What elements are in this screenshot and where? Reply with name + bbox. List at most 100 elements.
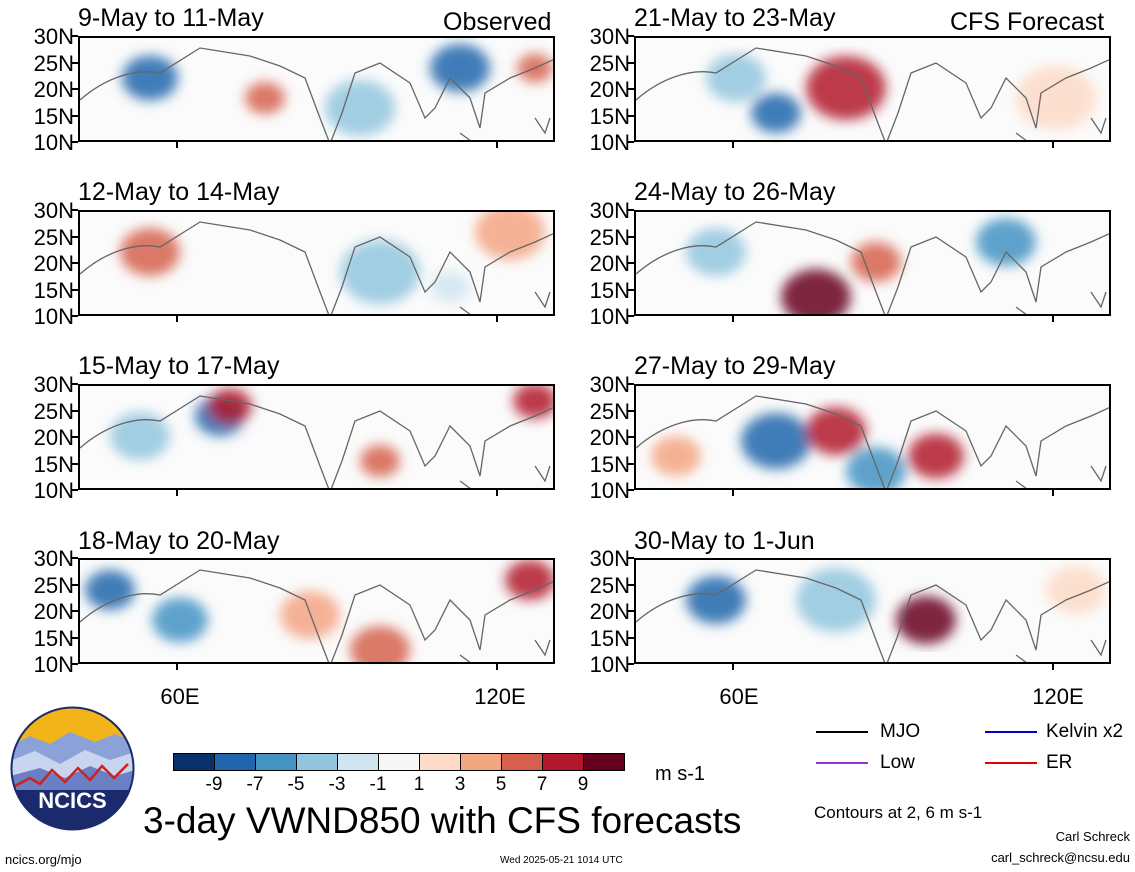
lat-tick-label: 15N <box>589 451 630 477</box>
lat-tick-label: 25N <box>33 224 74 250</box>
lat-tick-label: 30N <box>33 198 74 223</box>
lon-tick-60e-left: 60E <box>160 684 200 709</box>
anomaly-patch <box>651 436 701 476</box>
panel-title-left-2: 12-May to 14-May <box>78 178 280 206</box>
legend-line-er <box>985 762 1037 764</box>
anomaly-patch <box>806 407 866 455</box>
axis-tick <box>628 383 634 385</box>
lat-tick-label: 25N <box>589 224 630 250</box>
axis-tick <box>72 383 78 385</box>
axis-tick <box>72 610 78 612</box>
axis-tick <box>72 235 78 238</box>
axis-tick <box>72 436 78 438</box>
lat-tick-label: 20N <box>33 425 74 450</box>
coastline <box>636 221 1109 314</box>
ncics-logo: NCICS <box>10 706 135 831</box>
axis-tick <box>496 664 498 670</box>
anomaly-patch <box>846 447 906 488</box>
anomaly-patch <box>751 93 801 133</box>
lat-tick-label: 20N <box>33 77 74 102</box>
lat-tick-label: 25N <box>589 398 630 424</box>
lon-tick-120e-right: 120E <box>1032 684 1084 709</box>
observed-label: Observed <box>443 8 552 36</box>
colorbar-label: 3 <box>454 774 466 795</box>
lat-tick-label: 10N <box>33 478 74 503</box>
colorbar-label: 5 <box>495 774 507 795</box>
panel-title-left-4: 18-May to 20-May <box>78 527 280 555</box>
coastline <box>636 47 1109 140</box>
axis-tick <box>628 663 634 665</box>
anomaly-patch <box>85 570 135 610</box>
anomaly-patch <box>1016 66 1096 130</box>
lon-tick-60e-right: 60E <box>719 684 759 709</box>
colorbar-segment <box>296 753 338 771</box>
lat-tick-label: 15N <box>33 277 74 303</box>
map-panel-right-0 <box>634 36 1111 142</box>
colorbar-label: -1 <box>369 774 387 795</box>
colorbar-label: -3 <box>328 774 346 795</box>
axis-tick <box>732 664 734 670</box>
legend-line-mjo <box>816 731 868 733</box>
axis-tick <box>72 636 78 639</box>
lon-tick-120e-left: 120E <box>474 684 526 709</box>
wind-field-left-0 <box>80 44 553 140</box>
axis-tick <box>72 663 78 665</box>
axis-tick <box>628 409 634 412</box>
map-panel-left-0 <box>78 36 555 142</box>
colorbar-segment <box>419 753 461 771</box>
anomaly-patch <box>686 576 746 624</box>
footer-email: carl_schreck@ncsu.edu <box>991 850 1130 865</box>
footer-author: Carl Schreck <box>1055 829 1130 844</box>
axis-tick <box>628 262 634 264</box>
wind-field-right-1 <box>636 218 1109 314</box>
lat-tick-label: 20N <box>589 251 630 276</box>
lat-tick-label: 15N <box>33 451 74 477</box>
anomaly-patch <box>896 596 956 644</box>
lat-tick-label: 30N <box>589 24 630 49</box>
legend-label-mjo: MJO <box>880 721 921 742</box>
lat-tick-label: 15N <box>589 625 630 651</box>
anomaly-patch <box>976 218 1036 266</box>
colorbar-segment <box>378 753 420 771</box>
map-panel-left-3 <box>78 558 555 664</box>
anomaly-patch <box>505 560 553 600</box>
map-panel-left-2 <box>78 384 555 490</box>
lat-tick-label: 30N <box>589 198 630 223</box>
colorbar-segment <box>255 753 297 771</box>
axis-tick <box>72 141 78 143</box>
anomaly-patch <box>430 271 470 303</box>
axis-tick <box>72 583 78 586</box>
axis-tick <box>496 142 498 148</box>
lat-tick-label: 15N <box>33 103 74 129</box>
colorbar-segment <box>173 753 215 771</box>
axis-tick <box>628 61 634 64</box>
axis-tick <box>1052 490 1054 496</box>
anomaly-patch <box>208 388 252 424</box>
coastline <box>636 395 1109 488</box>
anomaly-patch <box>686 228 746 276</box>
lat-tick-label: 20N <box>589 77 630 102</box>
axis-tick <box>628 462 634 465</box>
anomaly-patch <box>152 597 208 643</box>
colorbar-label: 7 <box>536 774 548 795</box>
colorbar-segment <box>583 753 625 771</box>
lat-tick-label: 10N <box>589 130 630 155</box>
axis-tick <box>1052 664 1054 670</box>
axis-tick <box>72 462 78 465</box>
coastline <box>80 221 553 314</box>
anomaly-patch <box>781 269 851 314</box>
axis-tick <box>628 557 634 559</box>
lat-tick-label: 25N <box>33 398 74 424</box>
panel-title-right-2: 24-May to 26-May <box>634 178 836 206</box>
axis-tick <box>628 209 634 211</box>
legend-label-er: ER <box>1046 752 1073 773</box>
lat-tick-label: 30N <box>33 372 74 397</box>
anomaly-patch <box>741 413 811 469</box>
lat-tick-label: 25N <box>589 572 630 598</box>
colorbar-label: -7 <box>246 774 264 795</box>
lat-tick-label: 15N <box>33 625 74 651</box>
wind-field-right-2 <box>636 395 1109 488</box>
anomaly-patch <box>340 240 420 304</box>
axis-tick <box>732 316 734 322</box>
anomaly-patch <box>706 54 766 102</box>
